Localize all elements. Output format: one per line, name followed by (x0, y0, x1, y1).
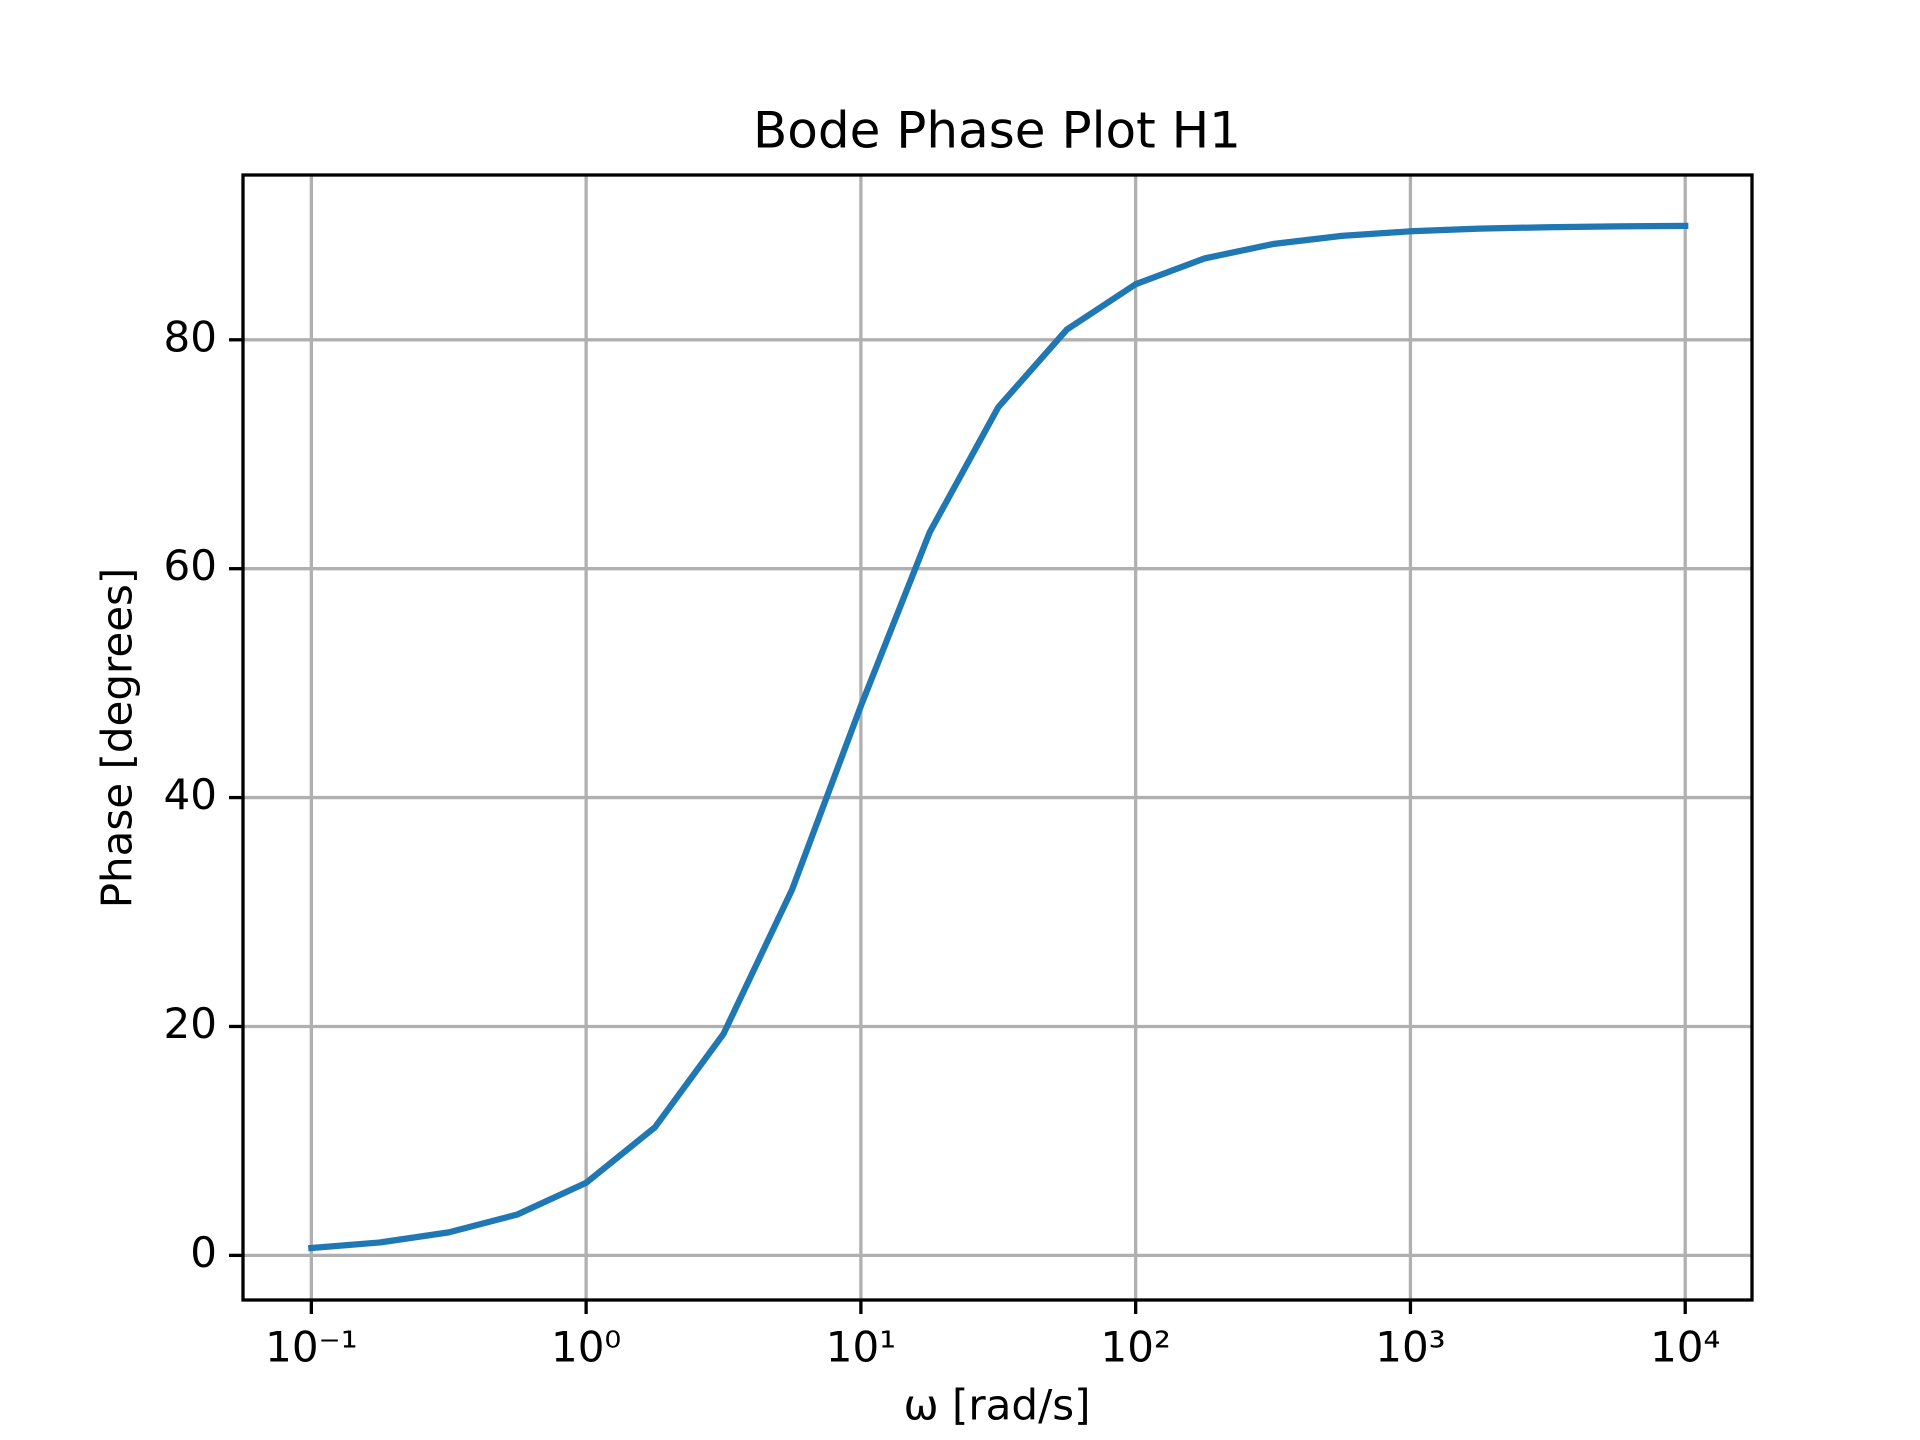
x-tick-label: 10³ (1375, 1323, 1445, 1372)
chart-title: Bode Phase Plot H1 (753, 102, 1241, 160)
x-tick-label: 10¹ (826, 1323, 896, 1372)
y-tick-label: 60 (164, 541, 217, 590)
x-tick-label: 10² (1101, 1323, 1171, 1372)
axes-frame (241, 173, 1754, 1302)
y-tick-label: 0 (190, 1228, 217, 1277)
x-axis-label: ω [rad/s] (904, 1381, 1091, 1430)
y-tick-label: 40 (164, 770, 217, 819)
data-line (307, 222, 1689, 1252)
y-tick-label: 80 (164, 312, 217, 361)
y-axis-label: Phase [degrees] (93, 568, 142, 909)
x-tick-label: 10⁰ (551, 1323, 621, 1372)
y-tick-label: 20 (164, 999, 217, 1048)
x-tick-label: 10⁴ (1650, 1323, 1720, 1372)
x-tick-label: 10⁻¹ (265, 1323, 357, 1372)
